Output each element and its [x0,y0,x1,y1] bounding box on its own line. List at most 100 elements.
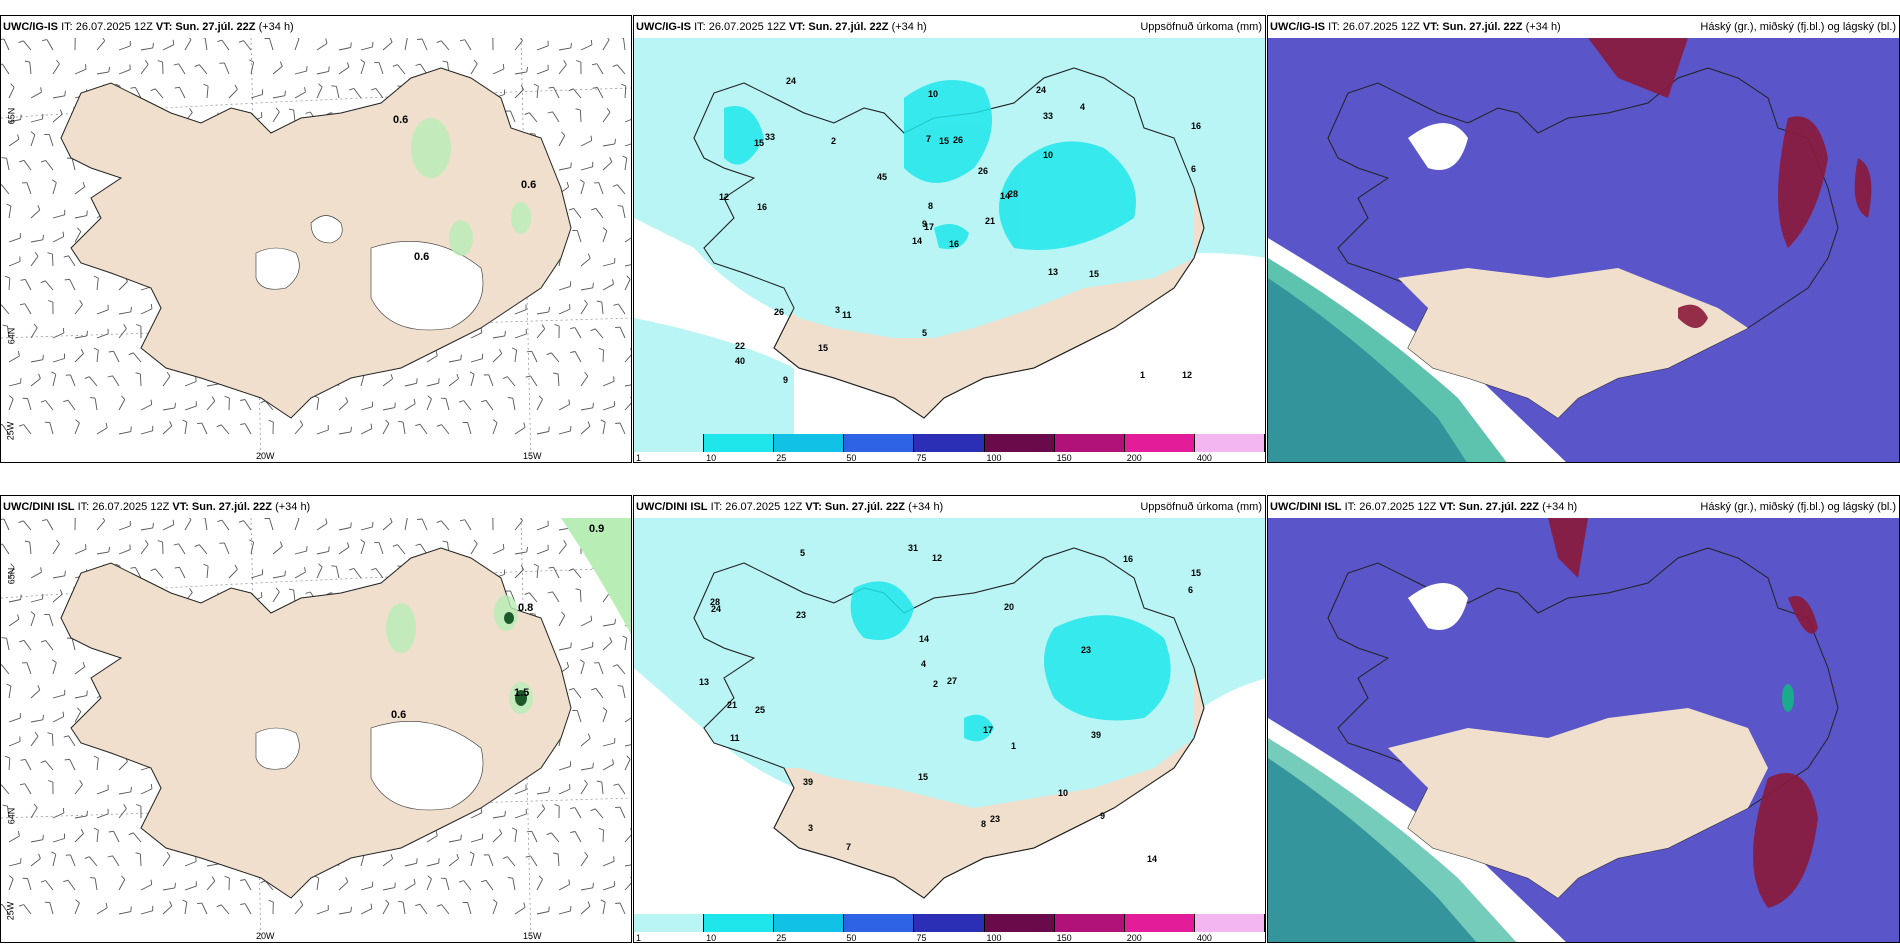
wind-barb [426,398,432,411]
wind-barb-flag [526,66,528,72]
precip-value: 28 [710,597,720,607]
wind-barb-flag [456,373,459,379]
wind-barb-flag [613,376,615,382]
wind-barb-flag [525,375,531,378]
wind-barb [558,404,570,411]
wind-barb-flag [1,664,2,666]
wind-barb [96,350,99,363]
wind-barb-flag [130,426,132,432]
wind-barb [602,422,606,435]
wind-barb-flag [24,60,30,63]
wind-barb [118,525,131,531]
wind-barb [96,278,99,291]
wind-barb-flag [345,397,349,402]
wind-barb-flag [144,540,149,545]
wind-barb [335,566,340,579]
lon-label: 15W [523,931,542,941]
wind-barb [536,86,539,99]
wind-barb-flag [590,328,596,332]
wind-barb [45,400,54,411]
wind-barb-flag [590,135,593,141]
wind-barb-flag [502,63,505,70]
wind-barb-flag [548,86,554,89]
wind-barb-flag [107,855,113,858]
wind-barb-flag [328,546,330,552]
wind-barb-flag [568,207,574,211]
wind-barb [510,110,516,123]
lat-label: 65N [6,567,17,585]
wind-barb-flag [520,564,524,570]
wind-barb-flag [370,423,373,429]
wind-barb [580,182,585,195]
wind-barb-flag [427,395,432,400]
wind-barb-flag [612,664,618,667]
wind-barb-flag [216,424,222,428]
wind-barb [294,70,307,75]
wind-barb-flag [47,780,54,783]
wind-barb [552,111,560,123]
wind-barb [6,638,10,651]
wind-barb [204,518,208,531]
wind-barb-flag [130,86,136,89]
wind-barb-flag [587,421,591,427]
wind-barb [244,879,252,891]
wind-barb-flag [37,685,41,691]
wind-barb-flag [511,827,517,831]
wind-barb [595,208,604,219]
colorbar-swatch [1054,914,1125,932]
wind-barb [44,280,54,291]
colorbar-label: 100 [986,933,1002,943]
wind-barb-flag [590,808,596,812]
high-cloud [1588,38,1688,98]
precip-value: 9 [783,375,788,385]
wind-barb [514,40,523,51]
wind-barb-flag [326,592,332,595]
wind-barb-flag [279,541,283,547]
precip-value: 3 [835,305,840,315]
wind-barb [112,375,120,387]
precip-high [999,141,1136,250]
wind-barb [624,158,628,171]
wind-barb [602,39,610,51]
wind-barb-flag [62,711,65,717]
wind-barb [602,112,611,123]
wind-barb [316,70,329,75]
wind-barb [580,407,593,411]
wind-barb-flag [37,205,41,211]
precip-value: 3 [808,823,813,833]
wind-barb-flag [520,84,524,90]
precip-high [964,714,994,742]
wind-barb [264,400,274,411]
wind-barb-flag [617,685,623,687]
wind-barb [96,333,109,339]
wind-barb-flag [173,63,179,66]
wind-barb [624,717,631,723]
wind-barb [574,831,582,843]
wind-barb-flag [566,181,570,188]
wind-barb-flag [42,519,48,522]
wind-barb [184,381,197,387]
panel-header: UWC/IG-IS IT: 26.07.2025 12Z VT: Sun. 27… [3,21,294,33]
wind-barb-flag [9,875,14,880]
wind-barb [184,39,192,51]
colorbar-label: 1 [636,933,642,943]
wind-barb [558,788,571,795]
wind-barb [1,904,10,915]
lon-label: 20W [256,931,275,941]
wind-barb-flag [63,255,69,258]
wind-barb [74,695,87,699]
wind-barb-flag [6,683,12,687]
precip-value: 28 [1008,189,1018,199]
teal-cell [1782,684,1794,712]
wind-barb [536,399,543,411]
precip-value: 26 [774,307,784,317]
wind-barb-flag [130,906,132,912]
wind-barb-flag [326,112,332,115]
wind-barb-flag [538,395,543,400]
wind-barb-flag [579,179,585,183]
wind-barb [46,39,54,51]
wind-barb-flag [217,519,223,523]
wind-barb-flag [436,40,442,44]
wind-barb [485,880,494,891]
wind-barb-flag [617,205,623,207]
